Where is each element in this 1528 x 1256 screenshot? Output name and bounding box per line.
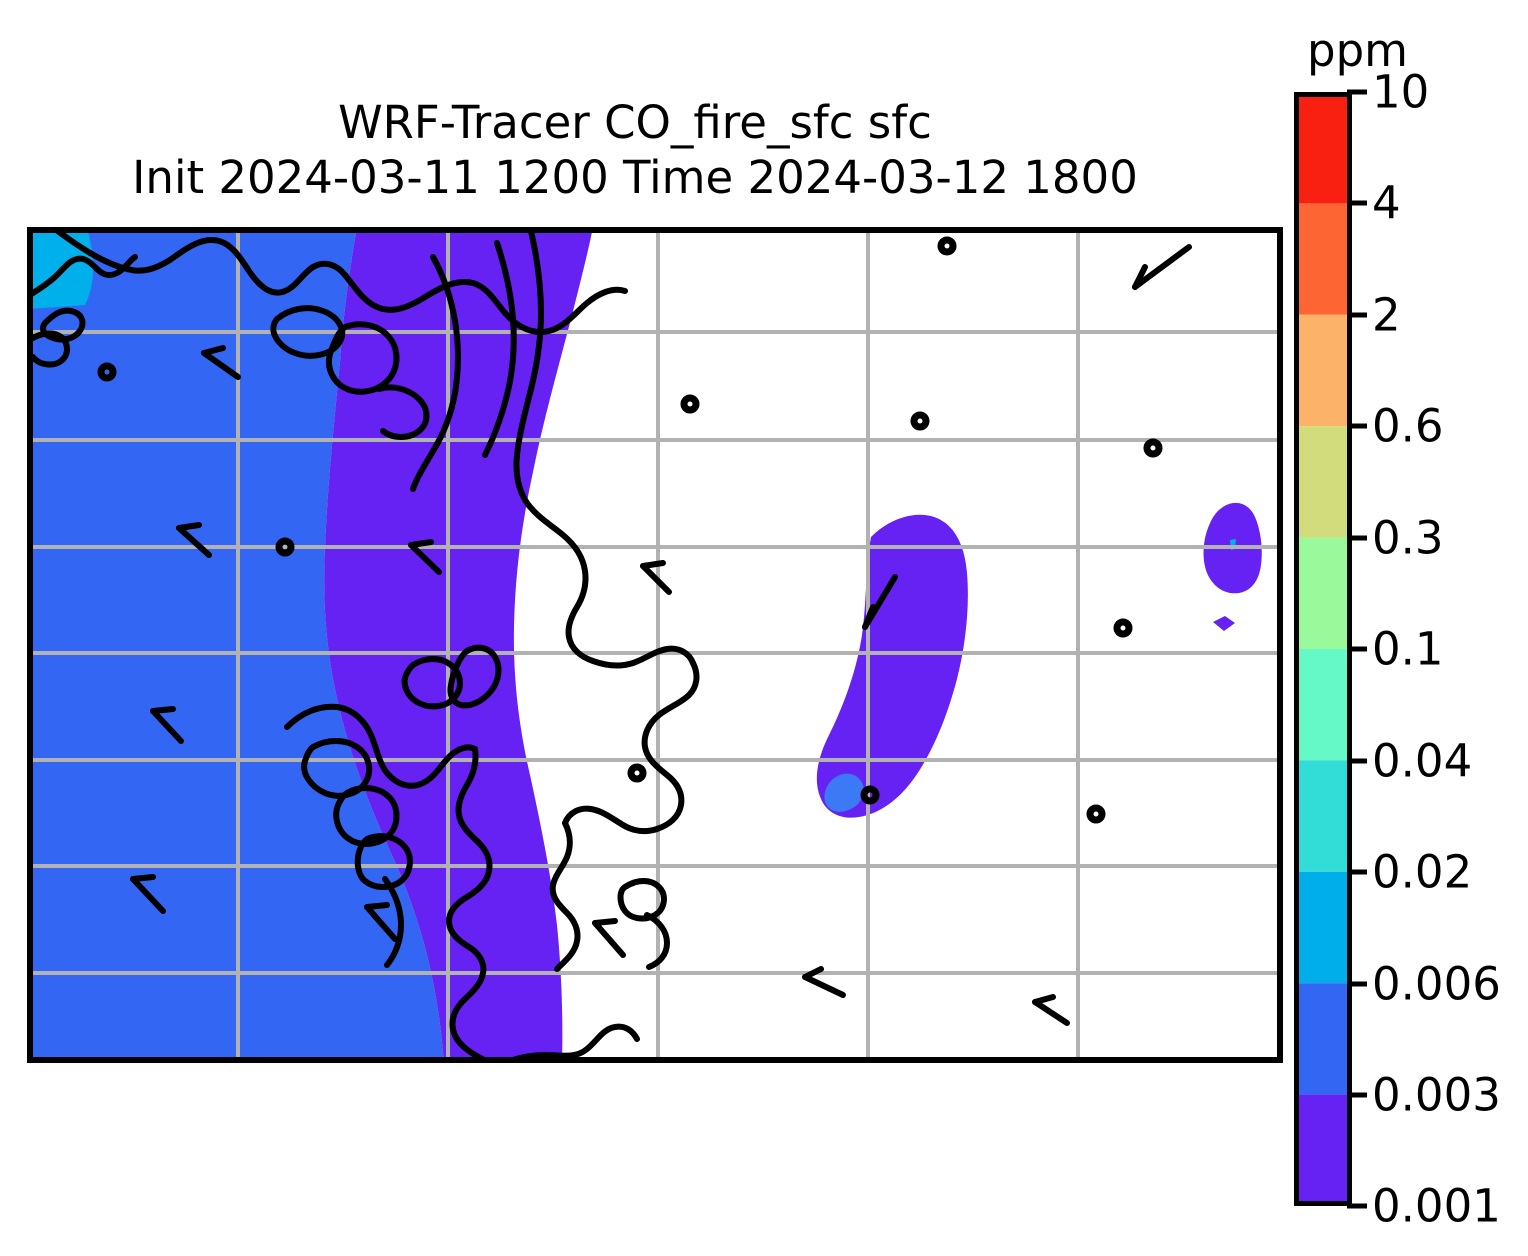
- coastline-fjord-mid: [482, 240, 517, 458]
- coastline-mid-peninsula: [447, 644, 502, 709]
- station-marker-layer: [97, 236, 1163, 824]
- coastline-fjord-upper: [410, 254, 461, 492]
- colorbar-tick-0-003: 0.003: [1372, 1068, 1501, 1122]
- colorbar-bands: [1294, 92, 1352, 1206]
- title-line-1: WRF-Tracer CO_fire_sfc sfc: [338, 96, 932, 149]
- coastline-east-bump: [617, 878, 667, 922]
- coastline-south-main: [446, 746, 502, 1063]
- gridlines: [27, 227, 1283, 1063]
- wind-barb: [1032, 994, 1070, 1026]
- colorbar-tick-0-006: 0.006: [1372, 957, 1501, 1011]
- coastline-lower-ridge: [284, 703, 478, 789]
- coastline-southeast: [549, 820, 581, 972]
- colorbar-band-8: [1294, 314, 1352, 427]
- station-marker: [860, 785, 880, 805]
- wind-barb: [802, 966, 846, 998]
- colorbar-tick-4: 4: [1372, 176, 1401, 230]
- chart-title: WRF-Tracer CO_fire_sfc sfc Init 2024-03-…: [0, 96, 1270, 206]
- coastline-east-lower: [562, 660, 700, 835]
- colorbar-band-6: [1294, 537, 1352, 649]
- region-central-plume: [816, 514, 968, 818]
- colorbar-tick-0-001: 0.001: [1372, 1179, 1501, 1233]
- coastline-nw-islet-b: [28, 330, 70, 368]
- coastline-main-north: [52, 227, 628, 335]
- wind-barb-layer: [130, 244, 1192, 1026]
- wind-barb: [592, 918, 626, 958]
- wind-barb: [130, 874, 166, 914]
- colorbar-ticks: [1347, 89, 1367, 1209]
- colorbar[interactable]: [1294, 92, 1352, 1206]
- coastline-east-main: [513, 228, 696, 669]
- colorbar-band-5: [1294, 649, 1352, 761]
- coastline-lower-isle-c: [354, 833, 413, 890]
- station-marker: [1143, 438, 1163, 458]
- station-marker: [680, 394, 700, 414]
- coastline-layer: [27, 227, 700, 1063]
- wind-barb: [201, 345, 241, 380]
- colorbar-unit-label: ppm: [1307, 24, 1408, 77]
- colorbar-tick-2: 2: [1372, 288, 1401, 342]
- map-svg: [27, 227, 1283, 1063]
- coastline-peninsula-a: [326, 321, 400, 395]
- coastline-nw-islands: [27, 254, 138, 300]
- colorbar-band-1: [1294, 1094, 1352, 1206]
- colorbar-svg: [1294, 92, 1352, 1206]
- title-line-2: Init 2024-03-11 1200 Time 2024-03-12 180…: [132, 150, 1138, 204]
- coastline-inlet-north: [270, 305, 346, 359]
- coastline-east-small: [644, 912, 670, 970]
- coastline-mid-inlet: [401, 656, 463, 710]
- wind-barb: [176, 522, 212, 558]
- wind-barb: [408, 539, 442, 575]
- wind-barb: [862, 574, 898, 630]
- region-eastern-small-plume: [1213, 616, 1235, 631]
- station-marker: [275, 537, 295, 557]
- wind-barb: [150, 706, 184, 744]
- colorbar-tick-0-6: 0.6: [1372, 399, 1444, 453]
- station-marker: [627, 763, 647, 783]
- coastline-lower-strip: [382, 876, 404, 968]
- map-panel: [27, 227, 1283, 1063]
- coastline-lower-isle-b: [333, 785, 400, 847]
- station-marker: [937, 236, 957, 256]
- station-marker: [1086, 804, 1106, 824]
- station-marker: [910, 411, 930, 431]
- colorbar-tick-0-3: 0.3: [1372, 511, 1444, 565]
- wind-barb: [640, 560, 672, 595]
- wind-barb: [1132, 244, 1192, 290]
- colorbar-band-4: [1294, 760, 1352, 872]
- region-offshore-west-band: [27, 227, 444, 1063]
- colorbar-tick-0-1: 0.1: [1372, 622, 1444, 676]
- coastline-inlet-b: [376, 384, 430, 440]
- colorbar-band-10: [1294, 92, 1352, 204]
- station-marker: [97, 362, 117, 382]
- colorbar-tick-0-02: 0.02: [1372, 845, 1473, 899]
- colorbar-band-3: [1294, 871, 1352, 984]
- wind-barb: [364, 902, 398, 942]
- coastline-south-tip: [496, 1023, 640, 1063]
- region-central-plume-inner-blue: [824, 773, 864, 812]
- map-frame: [27, 227, 1283, 1063]
- colorbar-tick-0-04: 0.04: [1372, 734, 1473, 788]
- colorbar-band-9: [1294, 203, 1352, 315]
- colorbar-band-2: [1294, 983, 1352, 1095]
- colorbar-band-7: [1294, 426, 1352, 538]
- colorbar-tick-10: 10: [1372, 65, 1430, 119]
- station-marker: [1113, 618, 1133, 638]
